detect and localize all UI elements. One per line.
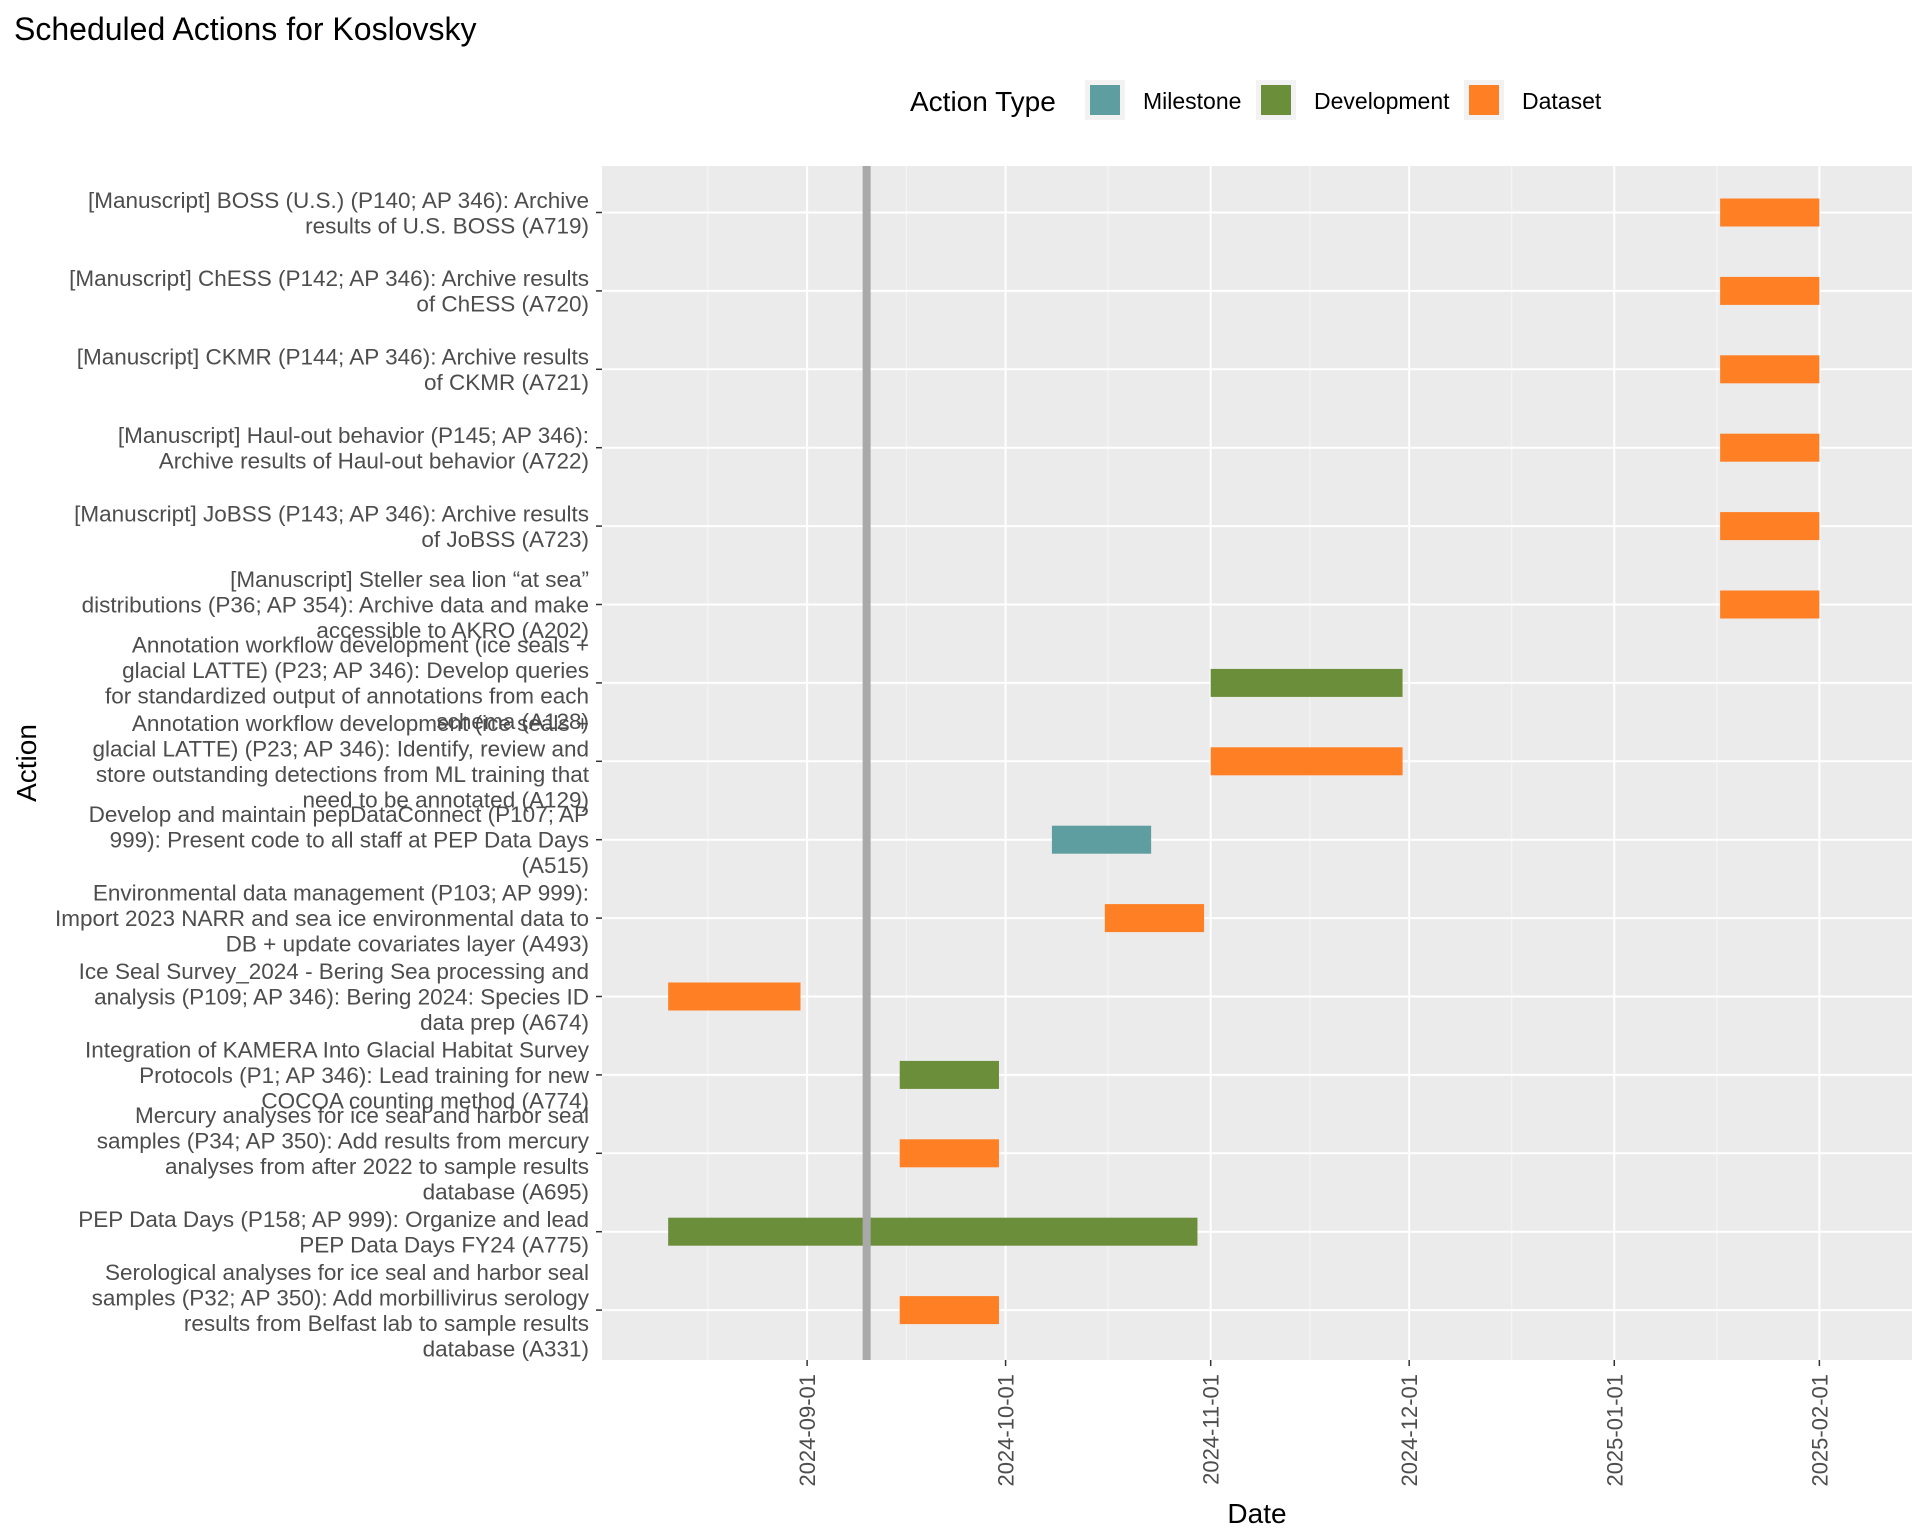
y-tick-label: Environmental data management (P103; AP … xyxy=(55,881,589,957)
y-tick-label: Integration of KAMERA Into Glacial Habit… xyxy=(85,1037,590,1113)
task-bar-milestone xyxy=(1051,825,1152,854)
y-axis-title: Action xyxy=(11,724,42,802)
legend: Action Type Milestone Development Dataset xyxy=(910,80,1602,120)
legend-label: Dataset xyxy=(1522,88,1602,114)
task-bar-dataset xyxy=(1104,904,1205,933)
y-tick-label: [Manuscript] ChESS (P142; AP 346): Archi… xyxy=(69,266,589,317)
task-bar-dataset xyxy=(1720,355,1820,384)
y-tick-label: [Manuscript] BOSS (U.S.) (P140; AP 346):… xyxy=(88,188,589,239)
x-tick-label: 2024-09-01 xyxy=(795,1374,820,1487)
task-bar-dataset xyxy=(1720,276,1820,305)
legend-swatch-milestone xyxy=(1090,85,1120,115)
task-bar-dataset xyxy=(1720,512,1820,541)
task-bar-dataset xyxy=(1720,590,1820,619)
task-bar-development xyxy=(668,1217,1198,1246)
y-tick-label: Annotation workflow development (ice sea… xyxy=(93,711,590,813)
y-tick-label: [Manuscript] CKMR (P144; AP 346): Archiv… xyxy=(77,345,589,396)
chart-title: Scheduled Actions for Koslovsky xyxy=(14,11,476,47)
legend-label: Milestone xyxy=(1143,88,1241,114)
y-tick-label: Develop and maintain pepDataConnect (P10… xyxy=(89,802,589,878)
y-tick-label: [Manuscript] Haul-out behavior (P145; AP… xyxy=(118,423,589,474)
legend-title: Action Type xyxy=(910,86,1056,117)
task-bar-dataset xyxy=(1720,433,1820,462)
y-tick-label: Ice Seal Survey_2024 - Bering Sea proces… xyxy=(79,959,589,1035)
x-tick-label: 2024-12-01 xyxy=(1397,1374,1422,1487)
task-bar-dataset xyxy=(899,1296,999,1325)
task-bar-development xyxy=(899,1060,999,1089)
y-tick-label: Mercury analyses for ice seal and harbor… xyxy=(97,1103,590,1205)
x-tick-label: 2025-01-01 xyxy=(1602,1374,1627,1487)
legend-swatch-dataset xyxy=(1469,85,1499,115)
legend-swatch-development xyxy=(1261,85,1291,115)
x-tick-label: 2025-02-01 xyxy=(1807,1374,1832,1487)
y-tick-label: [Manuscript] Steller sea lion “at sea” di… xyxy=(82,567,589,643)
x-tick-label: 2024-10-01 xyxy=(994,1374,1019,1487)
task-bar-dataset xyxy=(1720,198,1820,227)
task-bar-dataset xyxy=(899,1139,999,1168)
y-tick-label: [Manuscript] JoBSS (P143; AP 346): Archi… xyxy=(74,501,589,552)
task-bar-dataset xyxy=(1210,747,1403,776)
task-bar-development xyxy=(1210,668,1403,697)
task-bar-dataset xyxy=(668,982,801,1011)
x-axis-title: Date xyxy=(1227,1498,1286,1529)
legend-label: Development xyxy=(1314,88,1450,114)
x-tick-label: 2024-11-01 xyxy=(1199,1374,1224,1485)
y-tick-label: Serological analyses for ice seal and ha… xyxy=(92,1260,590,1362)
y-tick-label: Annotation workflow development (ice sea… xyxy=(105,633,589,735)
y-tick-label: PEP Data Days (P158; AP 999): Organize a… xyxy=(78,1207,589,1258)
